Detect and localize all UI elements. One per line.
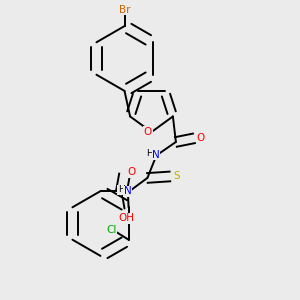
Text: S: S (173, 171, 180, 181)
Text: Br: Br (119, 4, 130, 15)
Text: N: N (124, 187, 131, 196)
Text: H: H (146, 148, 153, 158)
Text: H: H (118, 185, 125, 194)
Text: N: N (152, 150, 160, 160)
Text: O: O (127, 167, 135, 177)
Text: Cl: Cl (106, 225, 116, 235)
Text: O: O (144, 127, 152, 137)
Text: OH: OH (118, 213, 134, 223)
Text: O: O (196, 134, 205, 143)
